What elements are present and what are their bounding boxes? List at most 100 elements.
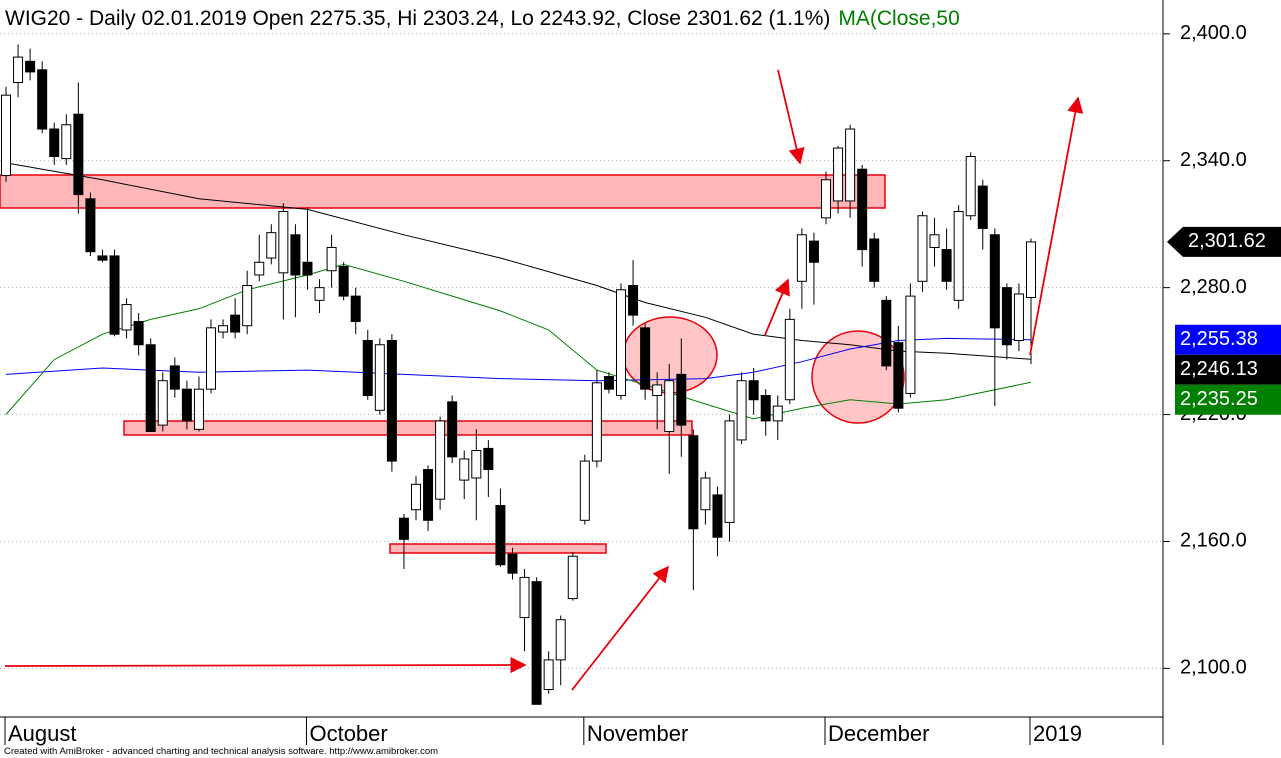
candle-body <box>169 365 180 390</box>
candle-body <box>917 215 928 282</box>
candle-body <box>760 395 771 422</box>
y-tick-label: 2,100.0 <box>1180 657 1247 679</box>
candle-body <box>326 246 337 272</box>
title-area: WIG20 - Daily 02.01.2019 Open 2275.35, H… <box>5 7 960 30</box>
candle-body <box>362 340 373 397</box>
candle-body <box>519 576 530 619</box>
candle-body <box>567 555 578 600</box>
x-tick-label: November <box>587 721 688 746</box>
candle-body <box>989 234 1000 329</box>
axis-labels: 2,100.02,160.02,220.02,280.02,340.02,400… <box>4 22 1281 746</box>
x-tick-label: October <box>309 721 387 746</box>
candle-body <box>242 285 253 327</box>
candle-body <box>254 261 265 276</box>
candle-body <box>61 124 72 160</box>
candle-body <box>724 420 735 523</box>
arrow <box>1029 96 1084 356</box>
candle-body <box>736 380 747 441</box>
candle-body <box>857 168 868 251</box>
candle-body <box>73 113 84 196</box>
candle-body <box>591 382 602 462</box>
candle-body <box>350 295 361 322</box>
value-label-box <box>1175 384 1281 415</box>
candle-body <box>1026 241 1036 298</box>
candle-body <box>302 261 313 276</box>
candle-body <box>411 483 421 511</box>
candle-body <box>555 619 566 661</box>
footer: Created with AmiBroker - advanced charti… <box>4 746 438 757</box>
candle-body <box>1013 293 1024 342</box>
candle-body <box>230 314 241 333</box>
candle-body <box>965 156 976 217</box>
candle-body <box>748 380 759 401</box>
candle-body <box>893 342 904 409</box>
candle-body <box>676 373 687 426</box>
y-tick-label: 2,400.0 <box>1180 22 1247 44</box>
candle-body <box>435 420 446 500</box>
candle-body <box>314 287 325 301</box>
candle-body <box>447 401 458 458</box>
candle-body <box>616 289 626 397</box>
candle-body <box>471 450 482 479</box>
plot <box>1 44 1036 705</box>
ma-line <box>5 263 1032 420</box>
candle-body <box>784 318 795 401</box>
arrow <box>777 69 805 165</box>
x-tick-label: August <box>8 721 77 746</box>
candle-body <box>37 69 48 130</box>
candle-body <box>881 299 892 367</box>
candle-body <box>386 340 397 462</box>
candle-body <box>821 179 831 219</box>
candle-body <box>483 447 494 471</box>
candle-body <box>833 147 844 202</box>
y-tick-label: 2,160.0 <box>1180 530 1247 552</box>
candle-body <box>700 477 711 511</box>
candle-body <box>25 60 36 73</box>
candle-body <box>181 388 192 422</box>
candle-body <box>218 325 229 333</box>
candle-body <box>664 380 675 432</box>
candle-body <box>1001 287 1012 346</box>
value-label: 2,246.13 <box>1180 358 1258 380</box>
value-label-box <box>1175 354 1281 385</box>
value-label-box <box>1175 324 1281 355</box>
candle-body <box>1 94 11 177</box>
candle-body <box>808 240 819 263</box>
arrow <box>764 278 790 336</box>
candle-body <box>688 435 699 530</box>
candle-body <box>712 494 723 538</box>
value-label: 2,301.62 <box>1188 230 1266 252</box>
y-tick-label: 2,340.0 <box>1180 149 1247 171</box>
x-tick-label: 2019 <box>1033 721 1082 746</box>
candle-body <box>338 265 349 297</box>
candle-body <box>628 285 639 316</box>
value-label-box <box>1167 226 1281 257</box>
candle-body <box>109 255 120 335</box>
candle-body <box>579 460 590 521</box>
candle-body <box>941 249 952 282</box>
candle-body <box>459 458 470 481</box>
candle-body <box>290 234 301 276</box>
value-label: 2,235.25 <box>1180 388 1258 410</box>
candle-body <box>85 198 96 253</box>
candle-body <box>845 128 856 202</box>
y-tick-label: 2,280.0 <box>1180 276 1247 298</box>
candle-body <box>423 469 434 521</box>
highlight-circle <box>811 330 905 424</box>
candle-body <box>640 327 651 390</box>
candle-body <box>543 659 554 691</box>
support-zone <box>123 420 693 436</box>
candle-body <box>206 327 216 390</box>
candle-body <box>796 234 807 282</box>
arrow <box>571 565 669 691</box>
candle-body <box>603 375 614 390</box>
candle-body <box>278 211 289 274</box>
candle-body <box>49 128 60 158</box>
resistance-zone <box>0 174 886 209</box>
chart-title: WIG20 - Daily 02.01.2019 Open 2275.35, H… <box>5 7 960 30</box>
title-text: WIG20 - Daily 02.01.2019 Open 2275.35, H… <box>5 7 830 30</box>
candle-body <box>905 295 916 394</box>
title-ma: MA(Close,50 <box>838 7 959 30</box>
